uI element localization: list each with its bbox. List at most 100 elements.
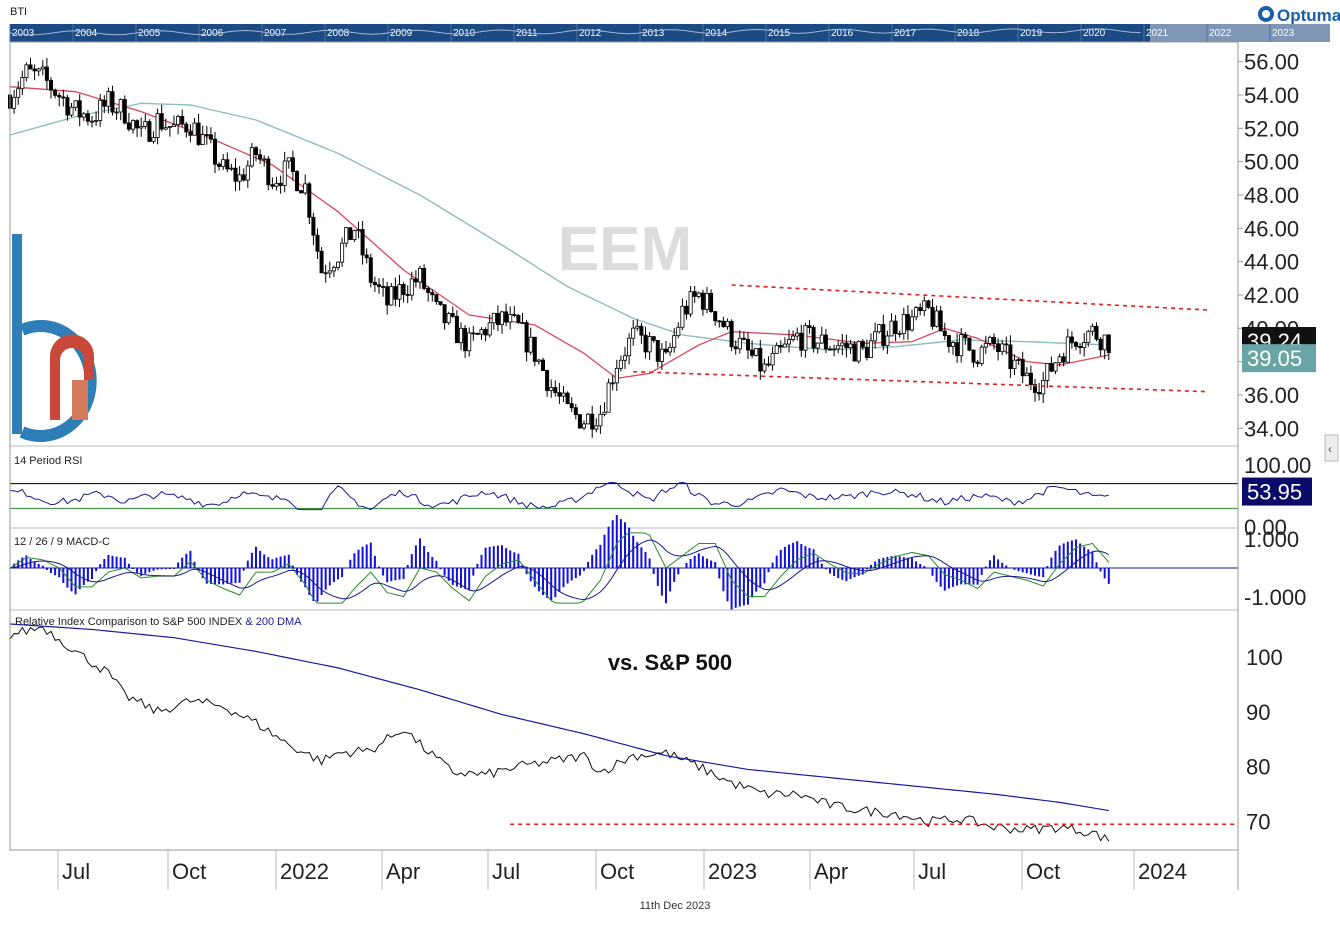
price-tick-label: 36.00 <box>1244 383 1299 408</box>
macd-tick-label: 1.000 <box>1244 527 1299 552</box>
overview-strip[interactable] <box>10 24 1150 42</box>
candle-body <box>340 242 345 263</box>
candle-body <box>221 159 226 167</box>
rsi-value-badge-bg <box>1242 477 1312 506</box>
macd-histogram-bar <box>665 568 667 604</box>
candle-body <box>487 322 492 336</box>
price-axis[interactable]: 56.00 54.00 52.00 50.00 48.00 46.00 44.00 42.00… <box>1238 50 1311 835</box>
macd-histogram-bar <box>710 560 713 569</box>
candle-body <box>1000 343 1005 353</box>
macd-histogram-bar <box>562 568 565 588</box>
candle-body <box>434 294 439 303</box>
macd-histogram-bar <box>993 555 995 569</box>
macd-histogram-bar <box>378 566 380 569</box>
candle-body <box>77 100 82 118</box>
candle-body <box>1045 363 1050 381</box>
macd-histogram-bar <box>304 568 307 588</box>
candle-body <box>335 261 340 268</box>
candle-body <box>815 342 820 349</box>
macd-histogram-bar <box>451 568 454 585</box>
macd-histogram-bar <box>1087 549 1090 569</box>
candle-body <box>53 89 58 96</box>
macd-histogram-bar <box>234 568 237 584</box>
macd-histogram-bar <box>689 558 692 569</box>
macd-histogram-bar <box>763 568 766 584</box>
candle-body <box>910 316 915 331</box>
candle-body <box>881 324 886 347</box>
price-tick-label: 52.00 <box>1244 116 1299 141</box>
macd-histogram-bar <box>829 568 831 574</box>
candle-body <box>1020 359 1025 377</box>
macd-histogram-bar <box>287 554 290 569</box>
macd-histogram-bar <box>472 568 475 576</box>
candle-body <box>553 387 558 394</box>
macd-histogram-bar <box>480 554 483 569</box>
candle-body <box>631 327 636 339</box>
chevron-left-icon: ‹ <box>1328 442 1332 456</box>
candle-body <box>934 310 939 327</box>
overview-year-label: 2022 <box>1209 28 1232 39</box>
date-tick-label: 2022 <box>280 859 329 884</box>
date-axis[interactable]: Jul Oct 2022 Apr Jul Oct 2023 Apr Jul Oct 2024 <box>57 850 1187 890</box>
macd-histogram-bar <box>390 568 393 582</box>
macd-histogram-bar <box>669 568 672 592</box>
candle-body <box>307 183 312 218</box>
optuma-logo: Optuma <box>1258 6 1340 25</box>
macd-histogram-bar <box>824 568 827 570</box>
macd-histogram-bar <box>505 548 508 569</box>
overview-year-label: 2021 <box>1146 28 1169 39</box>
macd-histogram-bar <box>833 568 836 577</box>
macd-histogram-bar <box>984 566 987 569</box>
candle-body <box>286 157 291 162</box>
macd-histogram-bar <box>714 562 717 569</box>
macd-histogram-bar <box>439 568 442 570</box>
macd-histogram-bar <box>33 561 36 569</box>
macd-histogram-bar <box>189 550 192 569</box>
collapse-panel-button[interactable] <box>1324 434 1339 462</box>
macd-histogram-bar <box>193 561 196 569</box>
rsi-title: 14 Period RSI <box>14 455 82 467</box>
macd-histogram-bar <box>591 554 594 569</box>
candle-body <box>471 332 476 335</box>
macd-histogram-bar <box>587 561 590 569</box>
candle-body <box>184 123 189 133</box>
macd-histogram-bar <box>1042 568 1045 578</box>
macd-histogram-bar <box>816 557 819 569</box>
macd-histogram-bar <box>1001 562 1004 569</box>
macd-histogram-bar <box>1083 546 1086 569</box>
candle-body <box>1090 325 1095 332</box>
candle-body <box>778 345 783 348</box>
candle-body <box>212 138 217 165</box>
overview-selection[interactable] <box>1150 24 1330 42</box>
macd-histogram-bar <box>701 556 704 569</box>
macd-histogram-bar <box>980 568 983 575</box>
macd-histogram-bar <box>111 555 114 569</box>
macd-histogram-bar <box>542 568 544 595</box>
macd-histogram-bar <box>136 568 139 573</box>
macd-histogram-bar <box>476 563 479 569</box>
macd-histogram-bar <box>1034 568 1036 576</box>
macd-histogram-bar <box>865 568 868 570</box>
macd-histogram-bar <box>361 546 364 569</box>
candle-body <box>102 99 107 107</box>
overview-year-label: 2012 <box>579 28 602 39</box>
candle-body <box>541 359 546 371</box>
macd-histogram-bar <box>86 568 89 582</box>
date-tick-label: Jul <box>918 859 946 884</box>
price-tick-label: 34.00 <box>1244 416 1299 441</box>
macd-histogram-bar <box>870 564 872 569</box>
macd-histogram-bar <box>82 568 85 586</box>
macd-histogram-bar <box>894 555 897 569</box>
candle-body <box>1106 334 1111 354</box>
candle-body <box>1028 372 1033 385</box>
macd-histogram-bar <box>874 561 877 569</box>
candle-body <box>258 154 263 160</box>
candle-body <box>90 120 95 123</box>
macd-histogram-bar <box>906 557 909 569</box>
macd-histogram-bar <box>1050 557 1053 569</box>
candle-body <box>659 348 664 362</box>
macd-histogram-bar <box>410 554 413 569</box>
